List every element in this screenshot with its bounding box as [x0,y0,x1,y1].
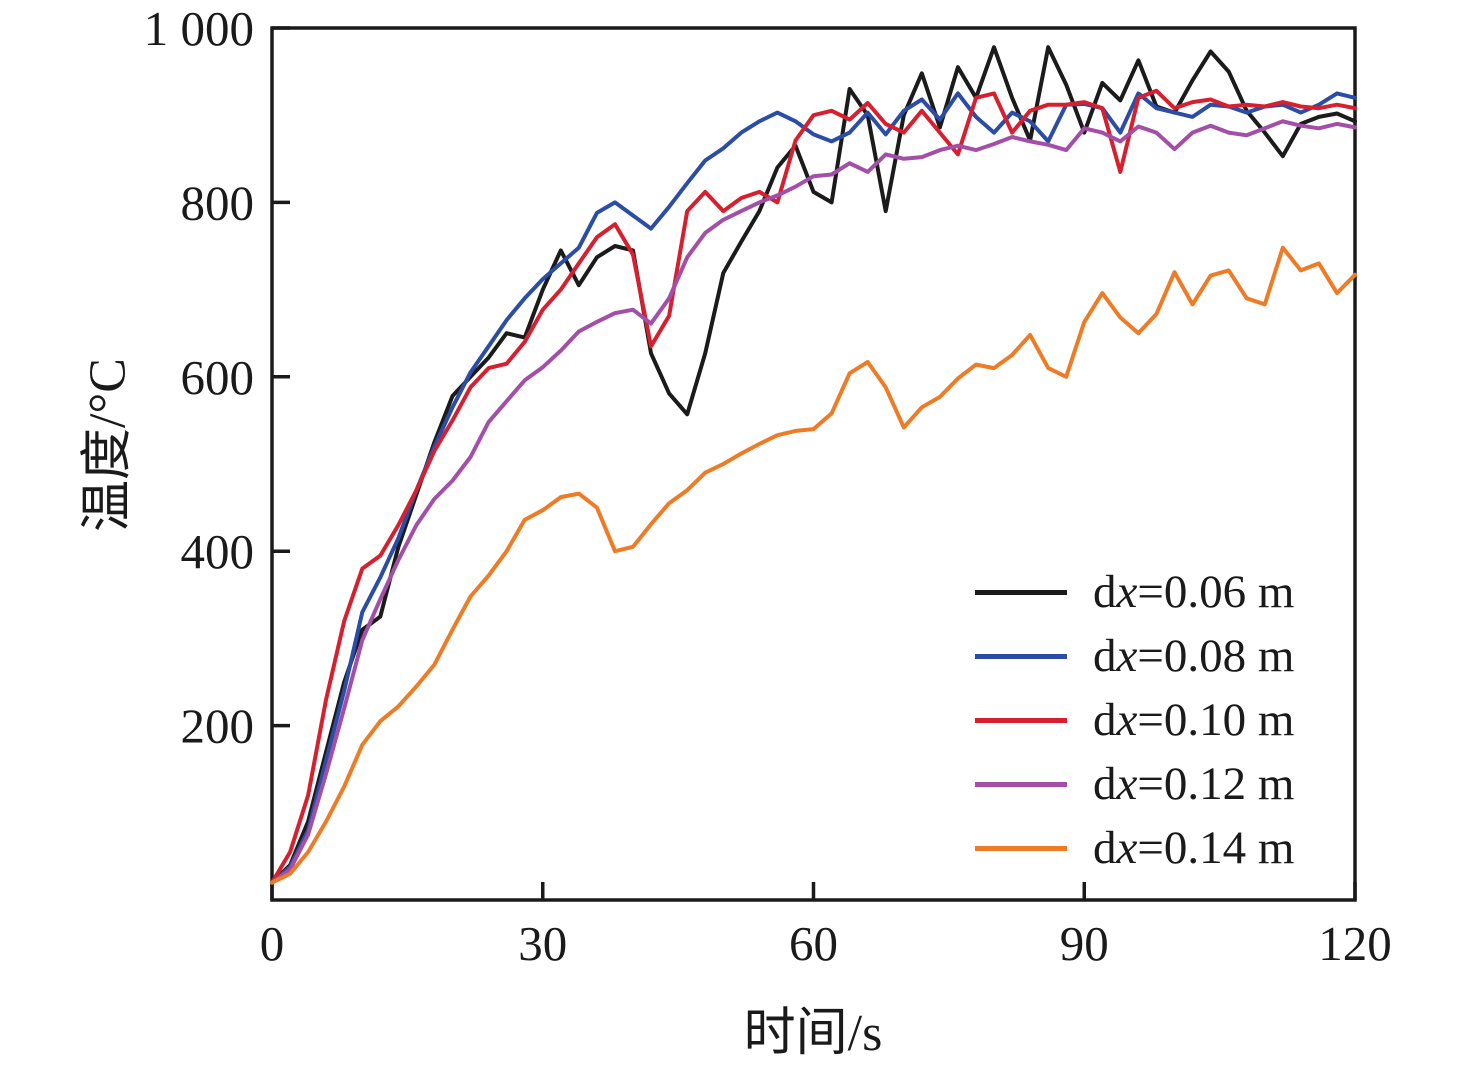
y-tick-label: 600 [181,350,255,405]
legend-line-swatch [975,653,1067,659]
y-tick-label: 400 [181,524,255,579]
y-tick-label: 800 [181,175,255,230]
y-tick-label: 200 [181,699,255,754]
x-tick-label: 90 [1060,916,1109,971]
legend-item: dx=0.08 m [975,624,1355,688]
legend-item: dx=0.10 m [975,688,1355,752]
legend-item-label: dx=0.14 m [1093,821,1295,874]
series-line-0.12 [270,119,1357,885]
legend-item-label: dx=0.12 m [1093,757,1295,810]
y-tick-label: 1 000 [144,1,254,56]
legend: dx=0.06 m dx=0.08 m dx=0.10 m dx=0.12 m … [975,560,1355,880]
legend-line-swatch [975,717,1067,723]
legend-item: dx=0.12 m [975,752,1355,816]
legend-line-swatch [975,845,1067,851]
x-axis-title: 时间/s [743,1005,883,1062]
x-tick-label: 0 [260,916,285,971]
series-line-0.10 [270,88,1357,885]
legend-item: dx=0.06 m [975,560,1355,624]
legend-item-label: dx=0.06 m [1093,565,1295,618]
legend-line-swatch [975,589,1067,595]
y-axis-title: 温度/°C [79,358,137,532]
legend-item-label: dx=0.10 m [1093,693,1295,746]
x-tick-label: 120 [1318,916,1392,971]
x-tick-label: 60 [789,916,838,971]
legend-line-swatch [975,781,1067,787]
x-tick-label: 30 [518,916,567,971]
series-line-0.14 [270,245,1357,885]
legend-item: dx=0.14 m [975,816,1355,880]
legend-item-label: dx=0.08 m [1093,629,1295,682]
series-line-0.08 [270,91,1357,885]
